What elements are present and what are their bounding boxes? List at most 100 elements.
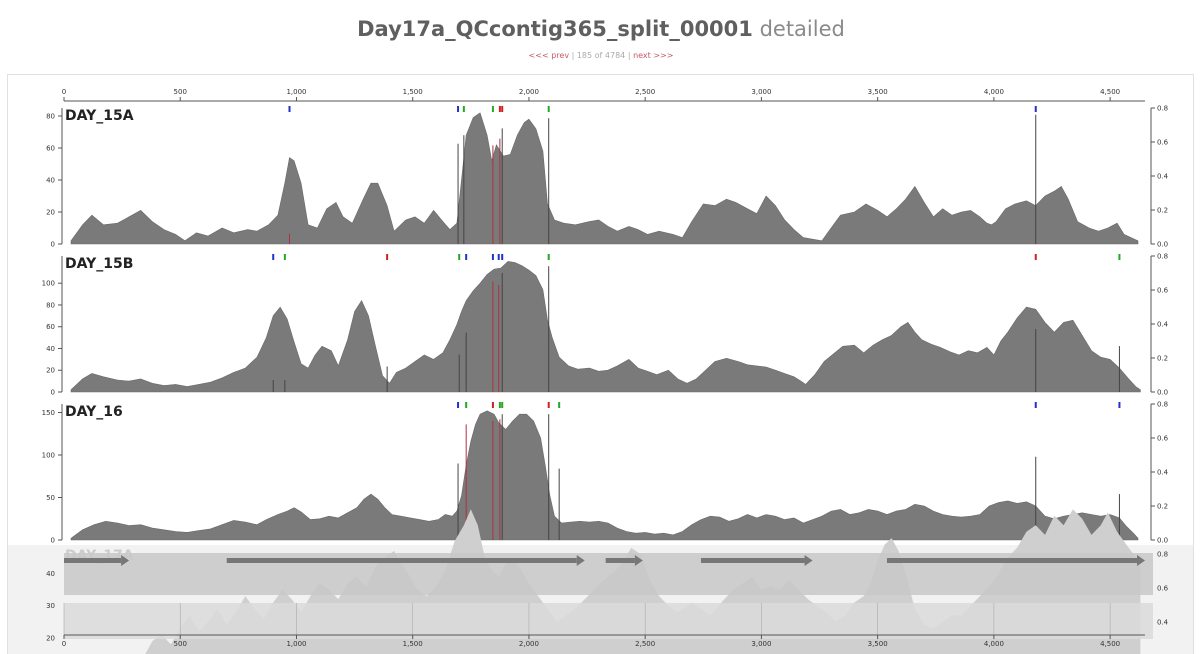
gene-arrow-head <box>634 555 643 566</box>
variant-marker <box>497 254 500 260</box>
track-day-15b: 0 20 40 60 80 100 0.0 0.2 0.4 0.6 0.8 DAY_15B <box>42 253 1169 397</box>
pager: <<< prev | 185 of 4784 | next >>> <box>0 51 1202 60</box>
right-y-tick-label: 0.0 <box>1157 241 1168 249</box>
bottom-x-tick-label: 1,500 <box>403 640 423 648</box>
right-y-tick-label: 0.8 <box>1157 105 1168 113</box>
contig-name: Day17a_QCcontig365_split_00001 <box>357 17 753 41</box>
title-suffix: detailed <box>759 17 845 41</box>
right-y-tick-label: 0.4 <box>1157 321 1169 329</box>
next-link[interactable]: next >>> <box>633 51 674 60</box>
top-x-tick-label: 4,000 <box>984 88 1004 96</box>
track-day-16: 0 50 100 150 0.0 0.2 0.4 0.6 0.8 DAY_16 <box>42 401 1169 545</box>
variant-marker <box>465 254 468 260</box>
variant-marker <box>558 402 561 408</box>
chart-frame: 0 500 1,000 1,500 2,000 2,500 3,000 3,500 4,000 4… <box>7 74 1194 654</box>
top-x-tick-label: 1,500 <box>403 88 423 96</box>
bottom-x-tick-label: 3,000 <box>751 640 771 648</box>
variant-marker <box>386 254 389 260</box>
page-title: Day17a_QCcontig365_split_00001 detailed <box>0 14 1202 44</box>
coverage-area <box>70 112 1139 245</box>
gene-arrow-head <box>576 555 585 566</box>
bottom-x-tick-label: 2,500 <box>635 640 655 648</box>
left-y-tick-label: 80 <box>46 113 55 121</box>
gene-arrow-body <box>700 558 805 563</box>
gene-arrow-body <box>226 558 577 563</box>
right-y-tick-label: 0.4 <box>1157 469 1169 477</box>
variant-marker <box>457 402 460 408</box>
gene-arrow-head <box>804 555 813 566</box>
coverage-area <box>70 261 1141 393</box>
top-x-tick-label: 3,500 <box>868 88 888 96</box>
left-y-tick-label: 60 <box>46 323 55 331</box>
bottom-x-tick-label: 500 <box>174 640 187 648</box>
variant-marker <box>547 106 550 112</box>
variant-marker <box>501 106 504 112</box>
left-y-tick-label: 0 <box>51 241 55 249</box>
right-y-tick-label: 0.8 <box>1157 401 1168 409</box>
pager-separator: | <box>571 51 575 60</box>
pager-separator: | <box>627 51 631 60</box>
variant-marker <box>1034 402 1037 408</box>
left-y-tick-label: 50 <box>46 494 55 502</box>
variant-marker <box>498 106 501 112</box>
gene-arrow-body <box>64 558 122 563</box>
track-day-15a: 0 20 40 60 80 0.0 0.2 0.4 0.6 0.8 DAY_15A <box>46 105 1169 249</box>
faded-right-tick-label: 0.8 <box>1157 551 1168 559</box>
right-y-tick-label: 0.6 <box>1157 287 1169 295</box>
faded-right-tick-label: 0.6 <box>1157 585 1169 593</box>
variant-marker <box>498 402 501 408</box>
left-y-tick-label: 150 <box>42 409 55 417</box>
variant-marker <box>457 106 460 112</box>
top-x-tick-label: 500 <box>174 88 187 96</box>
variant-marker <box>465 402 468 408</box>
bottom-x-tick-label: 4,500 <box>1100 640 1120 648</box>
variant-marker <box>288 106 291 112</box>
variant-marker <box>501 254 504 260</box>
right-y-tick-label: 0.6 <box>1157 139 1169 147</box>
coverage-chart: 0 500 1,000 1,500 2,000 2,500 3,000 3,500 4,000 4… <box>8 88 1193 654</box>
faded-section: DAY_17A2030400.40.60.805001,0001,5002,00… <box>8 509 1193 654</box>
variant-marker <box>1118 254 1121 260</box>
left-y-tick-label: 40 <box>46 345 55 353</box>
variant-marker <box>462 106 465 112</box>
left-y-tick-label: 100 <box>42 452 55 460</box>
variant-marker <box>491 402 494 408</box>
coverage-area <box>70 410 1139 541</box>
faded-right-tick-label: 0.4 <box>1157 619 1169 627</box>
right-y-tick-label: 0.2 <box>1157 355 1168 363</box>
right-y-tick-label: 0.2 <box>1157 503 1168 511</box>
bottom-x-tick-label: 4,000 <box>984 640 1004 648</box>
faded-y-tick-label: 30 <box>46 602 55 610</box>
left-y-tick-label: 100 <box>42 280 55 288</box>
track-label: DAY_15B <box>65 256 133 272</box>
bottom-x-tick-label: 3,500 <box>868 640 888 648</box>
variant-marker <box>491 106 494 112</box>
top-x-tick-label: 0 <box>62 88 66 96</box>
left-y-tick-label: 80 <box>46 301 55 309</box>
variant-marker <box>501 402 504 408</box>
variant-marker <box>491 254 494 260</box>
variant-marker <box>272 254 275 260</box>
left-y-tick-label: 20 <box>46 367 55 375</box>
left-y-tick-label: 0 <box>51 537 55 545</box>
right-y-tick-label: 0.0 <box>1157 537 1168 545</box>
top-x-tick-label: 2,000 <box>519 88 539 96</box>
left-y-tick-label: 0 <box>51 389 55 397</box>
bottom-x-tick-label: 2,000 <box>519 640 539 648</box>
faded-y-tick-label: 20 <box>46 634 55 642</box>
right-y-tick-label: 0.0 <box>1157 389 1168 397</box>
track-label: DAY_15A <box>65 108 134 124</box>
right-y-tick-label: 0.6 <box>1157 435 1169 443</box>
prev-link[interactable]: <<< prev <box>528 51 570 60</box>
top-x-tick-label: 3,000 <box>751 88 771 96</box>
bottom-x-tick-label: 0 <box>62 640 66 648</box>
gene-arrow-head <box>1137 555 1145 566</box>
right-y-tick-label: 0.2 <box>1157 207 1168 215</box>
left-y-tick-label: 40 <box>46 177 55 185</box>
variant-marker <box>547 402 550 408</box>
variant-marker <box>458 254 461 260</box>
track-label: DAY_16 <box>65 404 123 420</box>
variant-marker <box>1034 254 1037 260</box>
bottom-x-tick-label: 1,000 <box>286 640 306 648</box>
top-x-tick-label: 4,500 <box>1100 88 1120 96</box>
